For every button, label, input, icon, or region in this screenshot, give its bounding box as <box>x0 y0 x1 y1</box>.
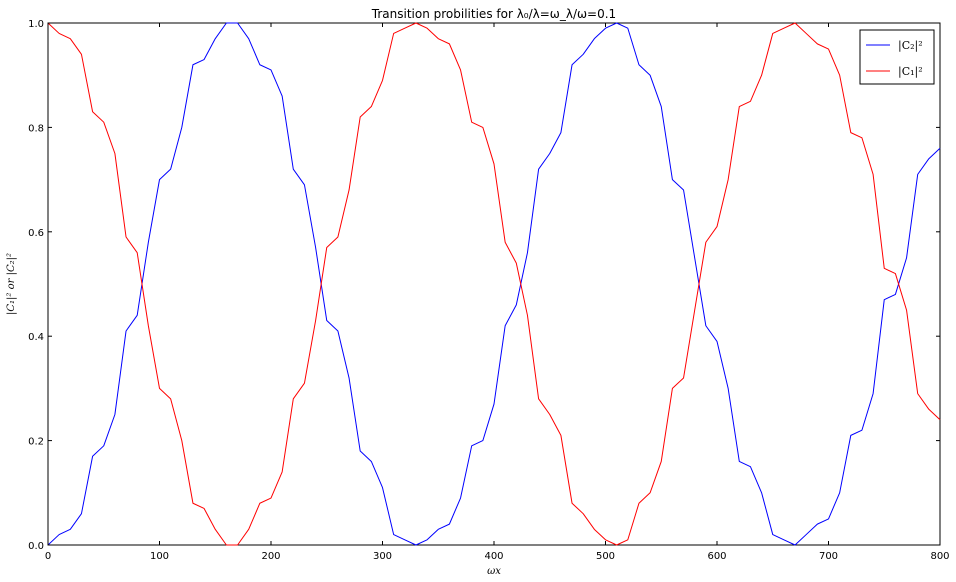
legend-label: |C₂|² <box>898 39 923 53</box>
y-tick-label: 1.0 <box>28 19 44 30</box>
plot-frame <box>47 22 941 546</box>
x-tick-label: 500 <box>596 551 615 562</box>
legend: |C₂|² |C₁|² <box>859 29 935 85</box>
tick-layer: 0 100 200 300 400 500 600 700 800 0.0 0.2 0.4 0.6 0.8… <box>28 19 949 562</box>
plot-area: 0 100 200 300 400 500 600 700 800 0.0 0.2 0.4 0.6 0.8… <box>28 19 949 562</box>
legend-label: |C₁|² <box>898 65 923 79</box>
series-line-1 <box>47 22 941 546</box>
y-tick-label: 0.6 <box>28 228 44 239</box>
y-tick-label: 0.4 <box>28 332 44 343</box>
y-tick-label: 0.0 <box>28 541 44 552</box>
y-tick-label: 0.8 <box>28 123 44 134</box>
x-tick-label: 800 <box>930 551 949 562</box>
legend-frame <box>859 29 935 85</box>
y-axis-label: |C₁|² or |C₂|² <box>6 253 17 315</box>
x-axis-label: ωx <box>487 566 501 577</box>
x-tick-label: 600 <box>707 551 726 562</box>
x-tick-label: 400 <box>484 551 503 562</box>
x-tick-label: 0 <box>45 551 51 562</box>
series-layer <box>47 22 941 546</box>
x-tick-label: 100 <box>150 551 169 562</box>
chart-title: Transition probilities for λ₀/λ=ω_λ/ω=0.… <box>371 7 616 21</box>
y-tick-label: 0.2 <box>28 437 44 448</box>
x-tick-label: 200 <box>261 551 280 562</box>
x-tick-label: 300 <box>373 551 392 562</box>
series-line-2 <box>47 22 941 546</box>
x-tick-label: 700 <box>819 551 838 562</box>
